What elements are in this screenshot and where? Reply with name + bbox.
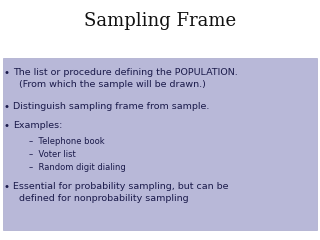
Text: –  Random digit dialing: – Random digit dialing xyxy=(29,163,125,172)
Text: The list or procedure defining the POPULATION.
  (From which the sample will be : The list or procedure defining the POPUL… xyxy=(13,68,237,89)
Text: Distinguish sampling frame from sample.: Distinguish sampling frame from sample. xyxy=(13,102,209,111)
Text: •: • xyxy=(4,121,10,131)
Text: –  Voter list: – Voter list xyxy=(29,150,76,159)
Text: Sampling Frame: Sampling Frame xyxy=(84,12,236,30)
Text: Examples:: Examples: xyxy=(13,121,62,130)
Text: –  Telephone book: – Telephone book xyxy=(29,137,104,146)
FancyBboxPatch shape xyxy=(3,58,317,230)
Text: •: • xyxy=(4,68,10,78)
Text: Essential for probability sampling, but can be
  defined for nonprobability samp: Essential for probability sampling, but … xyxy=(13,182,228,203)
Text: •: • xyxy=(4,102,10,112)
Text: •: • xyxy=(4,182,10,192)
